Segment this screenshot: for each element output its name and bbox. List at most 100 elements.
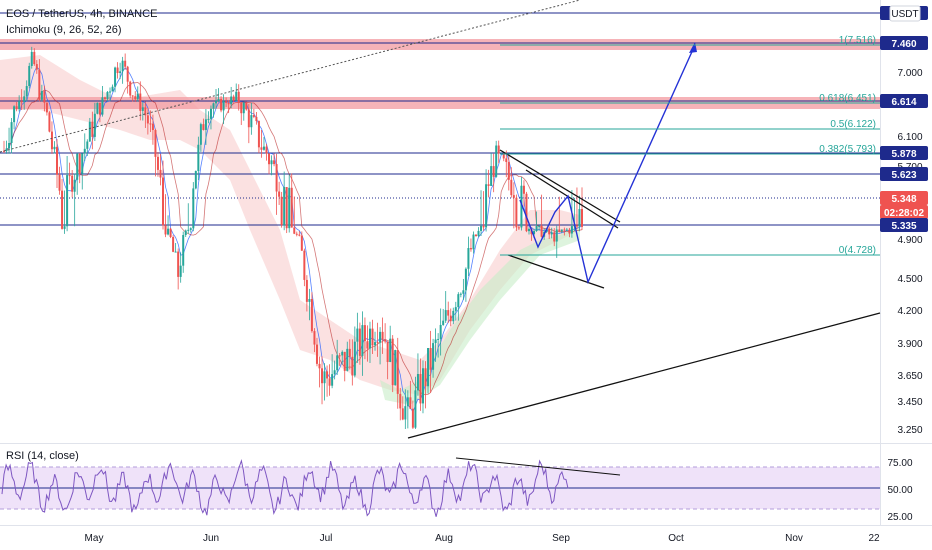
fib-label: 0.618(6.451) (819, 93, 876, 104)
price-tick-label: 7.000 (897, 68, 922, 79)
time-tick-label: May (85, 533, 104, 544)
candle-body (361, 325, 364, 356)
candle-body (114, 67, 117, 87)
candle-body (411, 408, 414, 428)
candle-body (119, 71, 122, 74)
candle-body (406, 397, 409, 407)
candle-body (462, 290, 465, 294)
candle-body (517, 227, 520, 229)
candle-body (131, 95, 134, 97)
candle-body (328, 378, 331, 386)
candle-body (409, 397, 412, 409)
candle-body (535, 226, 538, 232)
rsi-divergence-line[interactable] (455, 457, 621, 476)
candle-body (313, 331, 316, 345)
candle-body (255, 116, 258, 122)
candle-body (174, 251, 177, 253)
candle-body (172, 236, 175, 252)
candle-body (232, 96, 235, 101)
candle-body (464, 268, 467, 291)
candle-body (480, 225, 483, 231)
candle-body (245, 102, 248, 110)
candle-body (177, 251, 180, 277)
candle-body (220, 98, 223, 111)
candle-body (363, 325, 366, 342)
candle-body (164, 225, 167, 235)
time-tick-label: 22 (868, 533, 880, 544)
time-tick-label: Sep (552, 533, 570, 544)
projected-path[interactable] (519, 44, 696, 285)
candle-body (45, 102, 48, 113)
wedge-upper-line-a[interactable] (499, 149, 621, 223)
price-badge (880, 146, 928, 160)
fib-label: 1(7.516) (839, 35, 876, 46)
candle-body (469, 248, 472, 250)
resistance-zone-mid[interactable] (0, 97, 880, 109)
candle-body (386, 341, 389, 362)
candle-body (321, 368, 324, 384)
candle-body (83, 148, 86, 154)
candle-body (379, 331, 382, 343)
candle-body (482, 225, 485, 228)
candle-body (151, 123, 154, 131)
resistance-zone-top[interactable] (0, 39, 880, 50)
candle-body (43, 91, 46, 103)
horizontal-levels[interactable] (0, 12, 880, 226)
price-badge-label: 6.614 (891, 97, 916, 108)
candle-body (563, 229, 566, 231)
candle-body (30, 51, 33, 66)
candle-body (293, 227, 296, 234)
candle-body (215, 101, 218, 104)
candle-body (305, 279, 308, 302)
price-badge-label: 7.460 (891, 39, 916, 50)
candle-body (399, 393, 402, 409)
candle-body (578, 208, 581, 227)
indicator-legend: Ichimoku (9, 26, 52, 26) (6, 24, 122, 36)
candle-body (268, 153, 271, 165)
symbol-title: EOS / TetherUS, 4h, BINANCE (6, 8, 157, 20)
rsi-tick-label: 25.00 (887, 512, 912, 523)
candle-body (96, 102, 99, 114)
currency-box[interactable] (889, 5, 921, 22)
candle-body (182, 234, 185, 266)
candle-body (280, 196, 283, 226)
candle-body (103, 97, 106, 99)
candle-body (86, 141, 89, 149)
candle-body (197, 144, 200, 171)
candle-body (404, 406, 407, 420)
candle-body (189, 228, 192, 230)
candle-body (68, 175, 71, 177)
candle-body (8, 143, 11, 149)
candle-body (169, 228, 172, 237)
candle-body (331, 374, 334, 386)
candle-body (28, 65, 31, 87)
rsi-axis[interactable]: 75.00 50.00 25.00 (887, 458, 912, 523)
candle-body (434, 339, 437, 344)
candle-body (315, 344, 318, 364)
candle-body (550, 232, 553, 235)
candle-body (346, 348, 349, 371)
candle-body (167, 228, 170, 235)
price-badge (880, 36, 928, 50)
wedge-upper-line-b[interactable] (525, 169, 619, 229)
candle-body (389, 338, 392, 362)
candle-body (310, 299, 313, 332)
time-tick-label: Jun (203, 533, 219, 544)
candle-body (308, 299, 311, 302)
ichimoku-lines (3, 66, 583, 413)
price-tick-label: 3.250 (897, 425, 922, 436)
time-axis[interactable]: May Jun Jul Aug Sep Oct Nov 22 (85, 533, 880, 544)
candle-body (548, 228, 551, 235)
fib-labels: 1(7.516) 0.618(6.451) 0.5(6.122) 0.382(5.79… (500, 35, 880, 256)
rsi-tick-label: 50.00 (887, 485, 912, 496)
candle-body (78, 153, 81, 174)
candle-body (381, 331, 384, 340)
candle-body (419, 374, 422, 404)
candle-body (374, 342, 377, 346)
price-axis[interactable]: 7.0006.1005.7004.9004.5004.2003.9003.650… (897, 68, 922, 436)
candle-body (278, 191, 281, 197)
long-support-trendline[interactable] (407, 312, 881, 439)
candles (3, 46, 583, 429)
candle-body (237, 91, 240, 103)
